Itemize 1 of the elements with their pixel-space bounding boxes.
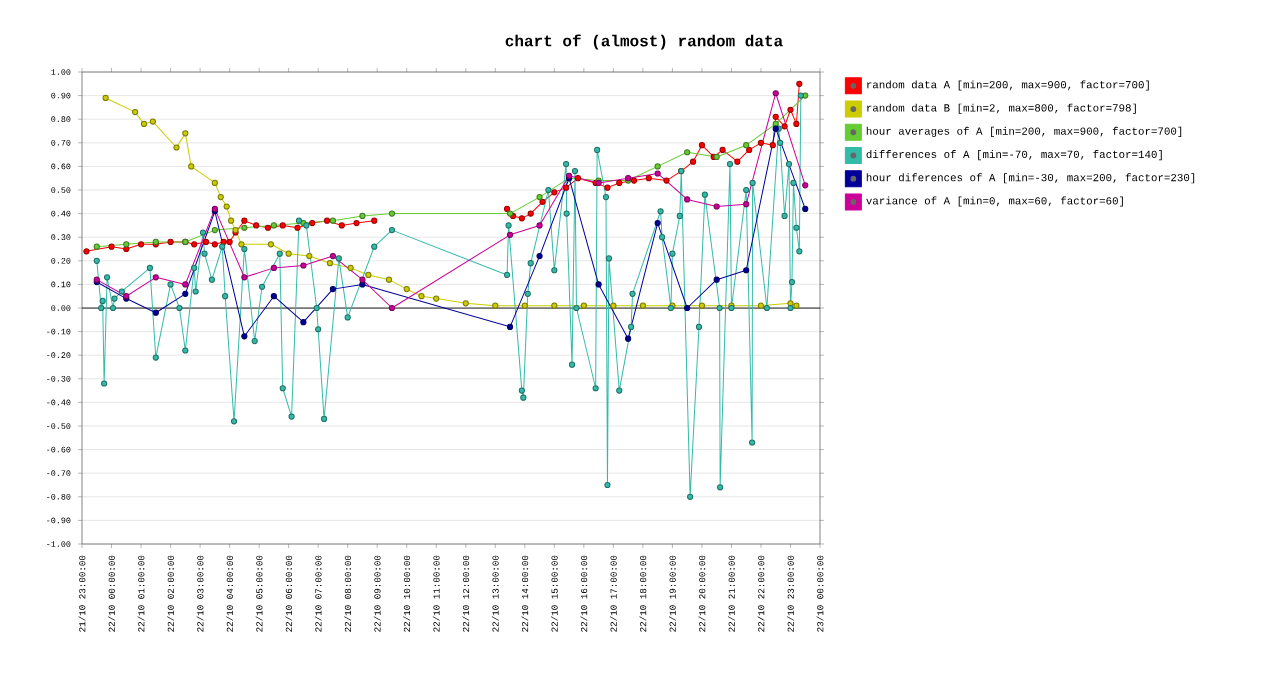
chart-title: chart of (almost) random data — [505, 34, 783, 50]
